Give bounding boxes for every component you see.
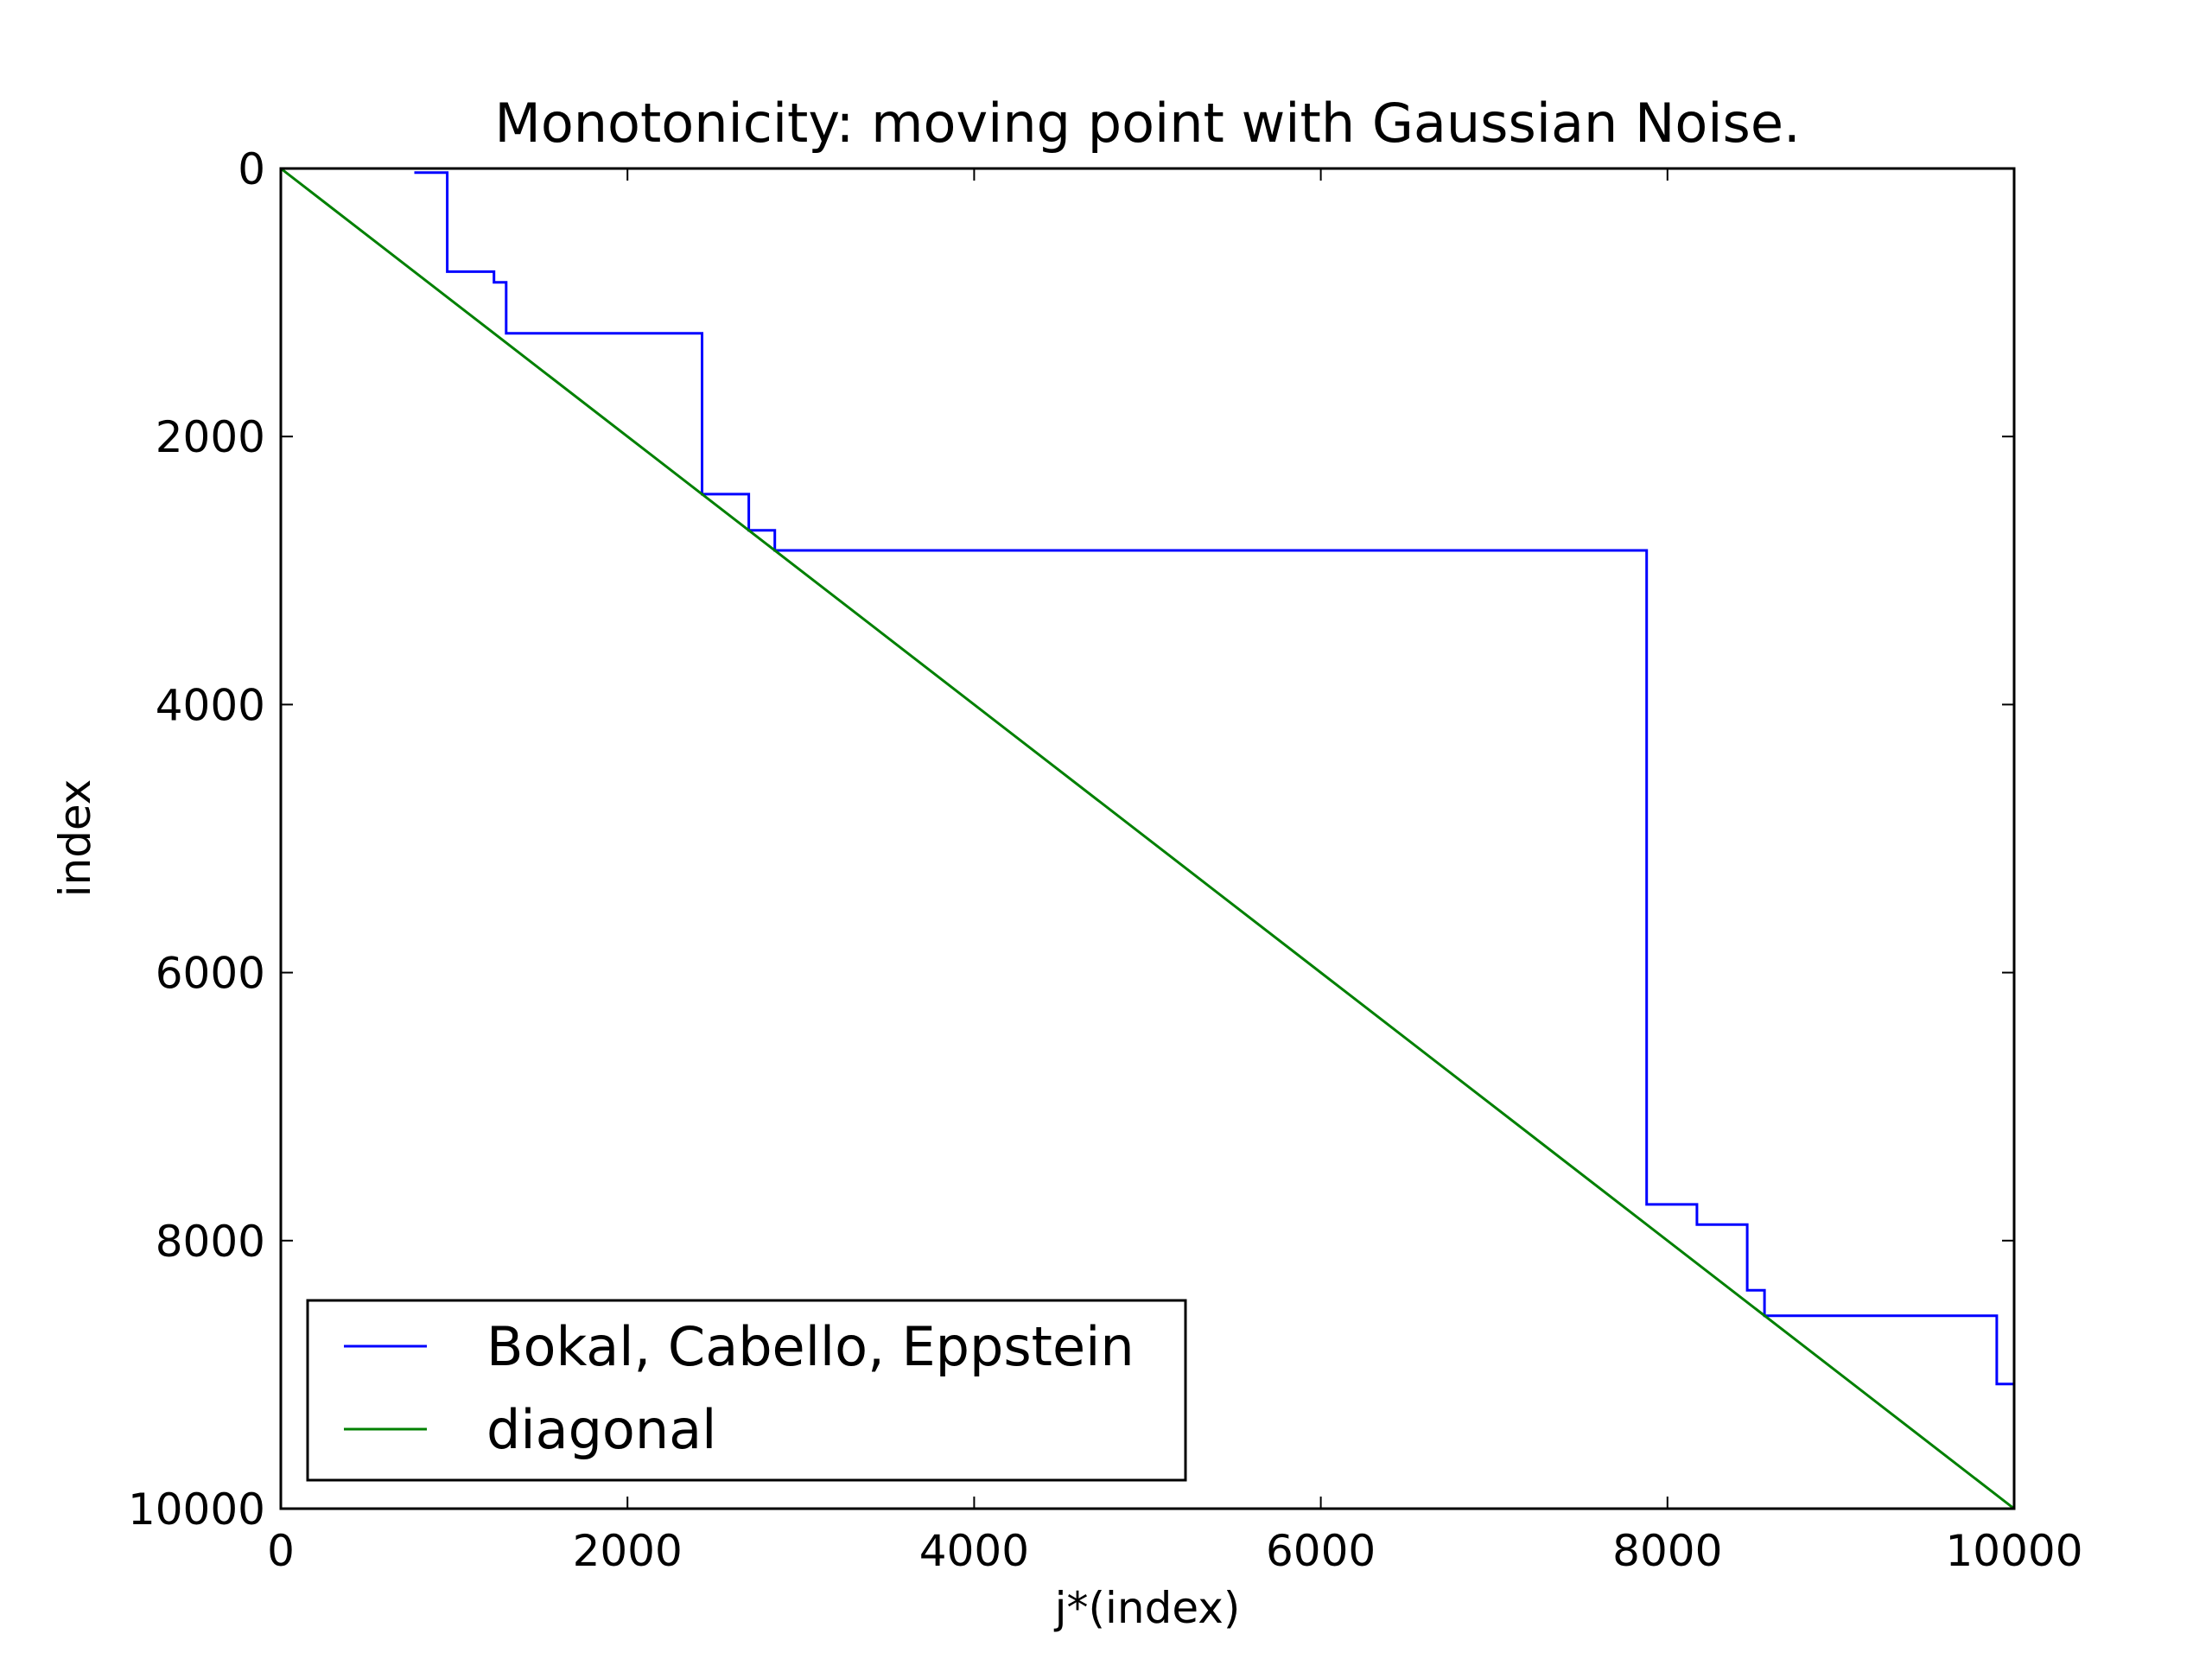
y-tick-label: 8000: [156, 1217, 265, 1267]
y-tick-label: 4000: [156, 680, 265, 730]
x-tick-label: 8000: [1612, 1526, 1722, 1576]
legend: Bokal, Cabello, Eppstein diagonal: [306, 1299, 1187, 1482]
x-tick-label: 0: [267, 1526, 295, 1576]
legend-label-bokal: Bokal, Cabello, Eppstein: [486, 1315, 1135, 1378]
series-layer: [280, 167, 2015, 1510]
plot-frame: [279, 167, 2016, 1510]
x-tick-label: 2000: [573, 1526, 683, 1576]
ticks-layer: 0 2000 4000 6000 8000 10000020004000600080001…: [128, 144, 2083, 1576]
x-tick-label: 10000: [1945, 1526, 2082, 1576]
x-tick-label: 4000: [919, 1526, 1029, 1576]
series-line-diagonal: [280, 167, 2015, 1510]
x-axis-label: j*(index): [1054, 1583, 1241, 1633]
legend-label-diagonal: diagonal: [486, 1398, 716, 1461]
series-line-bokal: [414, 171, 2014, 1386]
chart-title: Monotonicity: moving point with Gaussian…: [494, 92, 1800, 155]
y-tick-label: 2000: [156, 412, 265, 462]
y-tick-label: 6000: [156, 949, 265, 999]
x-tick-label: 6000: [1266, 1526, 1376, 1576]
y-tick-label: 10000: [128, 1484, 265, 1535]
y-axis-label: index: [50, 779, 100, 898]
y-tick-label: 0: [238, 144, 265, 194]
legend-box: [306, 1299, 1187, 1482]
